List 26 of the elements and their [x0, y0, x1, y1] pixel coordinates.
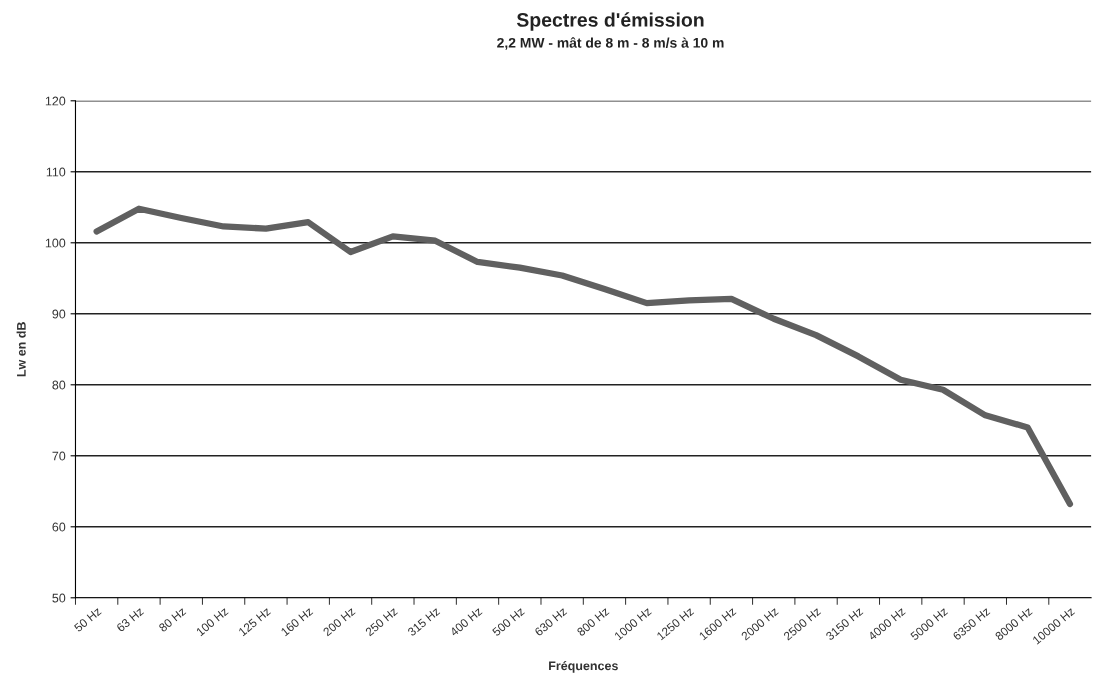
- y-tick-label: 90: [52, 309, 66, 319]
- x-tick-label: 200 Hz: [322, 606, 356, 637]
- y-tick-label: 100: [45, 238, 66, 248]
- x-tick-label: 250 Hz: [364, 606, 398, 637]
- y-tick-label: 110: [46, 167, 66, 177]
- x-axis-title: Fréquences: [549, 660, 618, 673]
- y-tick-label: 80: [52, 380, 66, 390]
- x-tick-label: 50 Hz: [73, 606, 102, 633]
- x-tick-label: 63 Hz: [115, 606, 145, 633]
- x-tick-label: 100 Hz: [195, 606, 229, 637]
- y-axis-title: Lw en dB: [16, 322, 26, 377]
- x-tick-label: 500 Hz: [491, 606, 525, 637]
- x-tick-label: 80 Hz: [158, 606, 187, 633]
- chart-title: Spectres d'émission: [516, 12, 704, 31]
- chart-subtitle: 2,2 MW - mât de 8 m - 8 m/s à 10 m: [497, 37, 724, 50]
- y-tick-label: 120: [45, 96, 66, 106]
- y-tick-label: 60: [52, 522, 66, 532]
- x-tick-label: 630 Hz: [534, 606, 568, 637]
- x-tick-label: 125 Hz: [238, 606, 272, 637]
- x-tick-label: 315 Hz: [407, 606, 441, 637]
- x-tick-label: 400 Hz: [449, 606, 483, 637]
- x-tick-label: 4000 Hz: [867, 606, 906, 641]
- y-tick-label: 70: [52, 451, 66, 461]
- x-tick-label: 800 Hz: [576, 606, 610, 637]
- x-tick-label: 160 Hz: [280, 606, 314, 637]
- y-tick-label: 50: [52, 593, 66, 603]
